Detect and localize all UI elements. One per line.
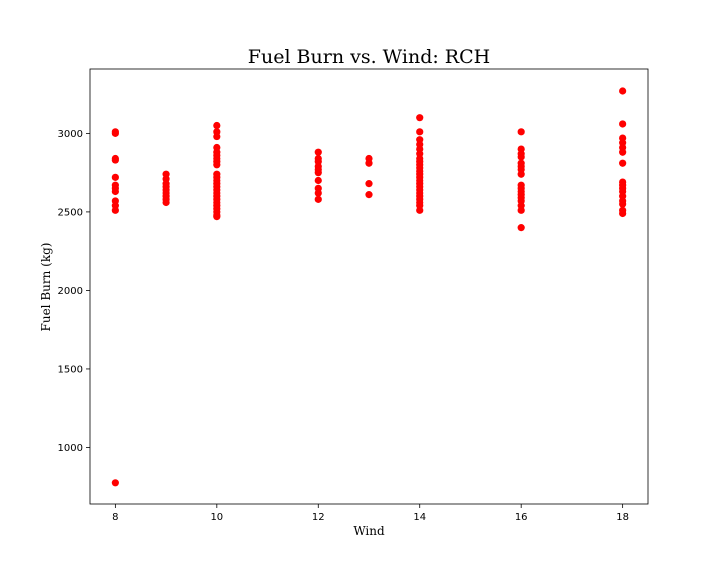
axes: 8 10 12 14 16 18 1000 1500 2000 2500 3000 (58, 68, 649, 523)
data-point (619, 148, 627, 156)
data-point (111, 129, 119, 137)
x-tick-label: 16 (515, 512, 528, 523)
data-point (111, 206, 119, 214)
data-point (619, 120, 627, 128)
data-point (111, 187, 119, 196)
x-tick-label: 14 (413, 512, 426, 523)
data-point (517, 206, 525, 214)
y-tick-label: 2500 (58, 207, 83, 218)
data-point (365, 191, 373, 199)
data-point (619, 209, 627, 218)
x-tick-label: 18 (616, 512, 629, 523)
data-point (517, 153, 525, 161)
y-tick-label: 1500 (58, 364, 83, 375)
chart-title: Fuel Burn vs. Wind: RCH (248, 46, 490, 68)
y-tick-label: 2000 (58, 286, 83, 297)
x-tick-label: 12 (312, 512, 325, 523)
data-point (416, 128, 424, 136)
data-points (111, 87, 627, 487)
x-tick-label: 10 (210, 512, 223, 523)
data-point (517, 224, 525, 232)
data-point (111, 156, 119, 164)
data-point (416, 114, 424, 122)
data-point (111, 479, 119, 487)
plot-frame (89, 68, 649, 505)
data-point (213, 121, 221, 130)
data-point (365, 180, 373, 188)
data-point (619, 159, 627, 167)
data-point (314, 169, 322, 177)
data-point (213, 213, 221, 221)
data-point (517, 128, 525, 136)
data-point (162, 198, 170, 207)
y-axis-label: Fuel Burn (kg) (39, 243, 53, 332)
data-point (314, 195, 322, 203)
data-point (517, 170, 525, 178)
data-point (416, 206, 424, 214)
y-tick-label: 1000 (58, 443, 83, 454)
y-tick-label: 3000 (58, 129, 83, 140)
data-point (314, 189, 322, 197)
data-point (314, 176, 322, 185)
x-tick-label: 8 (112, 512, 118, 523)
data-point (619, 87, 627, 95)
data-point (365, 159, 373, 167)
data-point (213, 161, 221, 169)
data-point (213, 132, 221, 141)
x-axis-label: Wind (353, 524, 385, 538)
data-point (111, 173, 119, 181)
data-point (314, 148, 322, 156)
data-point (619, 200, 627, 208)
